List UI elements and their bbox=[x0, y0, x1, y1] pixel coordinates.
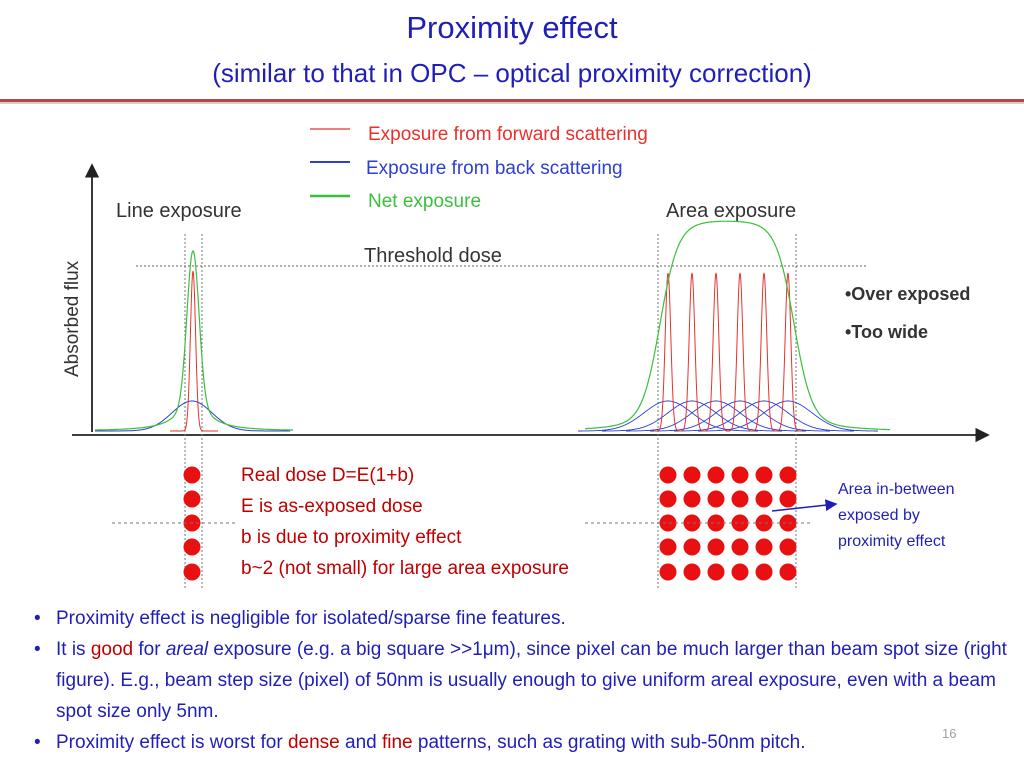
area-exposure-dot bbox=[731, 563, 749, 581]
threshold-label: Threshold dose bbox=[364, 245, 502, 267]
bullet-item: • It is good for areal exposure (e.g. a … bbox=[34, 634, 1009, 727]
area-exposure-dot bbox=[659, 466, 677, 484]
over-exposed-label: •Over exposed bbox=[845, 284, 970, 304]
area-back-scatter-curve bbox=[698, 400, 878, 432]
dose-note-line-1: Real dose D=E(1+b) bbox=[241, 465, 415, 486]
area-exposure-dot bbox=[707, 563, 725, 581]
area-exposure-dot bbox=[755, 514, 773, 532]
area-exposure-label: Area exposure bbox=[666, 200, 796, 222]
area-exposure-dot bbox=[731, 538, 749, 556]
slide-subtitle: (similar to that in OPC – optical proxim… bbox=[212, 58, 812, 88]
bullet-3-dense: dense bbox=[287, 732, 340, 753]
bullet-marker: • bbox=[34, 608, 41, 629]
area-exposure-dot bbox=[683, 466, 701, 484]
line-exposure-dot bbox=[183, 563, 201, 581]
legend-back-label: Exposure from back scattering bbox=[366, 158, 623, 179]
area-back-scatter-curve bbox=[674, 400, 854, 432]
exposure-curves bbox=[95, 220, 891, 432]
callout-line-2: exposed by bbox=[838, 507, 920, 524]
area-exposure-dot bbox=[659, 538, 677, 556]
area-forward-scatter-curve bbox=[678, 272, 706, 432]
area-exposure-dot bbox=[755, 538, 773, 556]
title-divider-shadow bbox=[0, 102, 1024, 104]
line-back-scatter-curve bbox=[95, 400, 290, 432]
area-exposure-dot bbox=[683, 538, 701, 556]
area-forward-scatter-curve bbox=[654, 272, 682, 432]
area-exposure-dot bbox=[683, 563, 701, 581]
area-exposure-dot bbox=[779, 490, 797, 508]
dose-note-line-2: E is as-exposed dose bbox=[241, 496, 423, 517]
area-callout: Area in-between exposed by proximity eff… bbox=[838, 477, 955, 555]
bullet-2-rest: exposure (e.g. a big square >>1μm), sinc… bbox=[56, 639, 1007, 722]
area-exposure-dot bbox=[755, 490, 773, 508]
area-exposure-dot bbox=[683, 490, 701, 508]
area-back-scatter-curve bbox=[626, 400, 806, 432]
area-exposure-dot bbox=[707, 466, 725, 484]
callout-line-1: Area in-between bbox=[838, 481, 955, 498]
title-divider bbox=[0, 99, 1024, 102]
bullet-text-1: Proximity effect is negligible for isola… bbox=[56, 608, 566, 629]
area-exposure-dot bbox=[659, 563, 677, 581]
bullet-marker: • bbox=[34, 639, 41, 660]
area-forward-scatter-curve bbox=[702, 272, 730, 432]
bullet-2-areal: areal bbox=[165, 639, 209, 660]
line-exposure-label: Line exposure bbox=[116, 200, 242, 222]
area-forward-scatter-curve bbox=[726, 272, 754, 432]
area-exposure-dot bbox=[659, 490, 677, 508]
bullet-3-fine: fine bbox=[381, 732, 413, 753]
area-exposure-dot bbox=[731, 466, 749, 484]
slide-title: Proximity effect bbox=[406, 10, 618, 45]
area-back-scatter-curve bbox=[650, 400, 830, 432]
area-exposure-dot bbox=[779, 538, 797, 556]
bullet-item: • Proximity effect is negligible for iso… bbox=[34, 603, 1009, 634]
legend-net-label: Net exposure bbox=[368, 191, 481, 212]
area-exposure-dot bbox=[707, 538, 725, 556]
callout-arrow bbox=[771, 499, 838, 512]
exposure-dot-patterns bbox=[183, 466, 797, 581]
too-wide-label: •Too wide bbox=[845, 322, 928, 342]
dose-note: Real dose D=E(1+b) E is as-exposed dose … bbox=[241, 460, 569, 584]
line-exposure-dot bbox=[183, 538, 201, 556]
bullet-2-pre: It is bbox=[56, 639, 91, 660]
area-exposure-dot bbox=[755, 563, 773, 581]
area-exposure-dot bbox=[779, 466, 797, 484]
dose-note-line-3: b is due to proximity effect bbox=[241, 527, 462, 548]
callout-line-3: proximity effect bbox=[838, 533, 946, 550]
area-exposure-dot bbox=[683, 514, 701, 532]
line-forward-scatter-curve bbox=[170, 270, 218, 432]
area-exposure-dot bbox=[707, 514, 725, 532]
dose-note-line-4: b~2 (not small) for large area exposure bbox=[241, 558, 569, 579]
bullet-3-pre: Proximity effect is worst for bbox=[56, 732, 288, 753]
area-exposure-dot bbox=[755, 466, 773, 484]
bullet-item: • Proximity effect is worst for dense an… bbox=[34, 727, 1009, 758]
bullet-marker: • bbox=[34, 732, 41, 753]
area-forward-scatter-curve bbox=[774, 272, 802, 432]
line-net-exposure-curve bbox=[95, 250, 294, 431]
area-exposure-dot bbox=[731, 514, 749, 532]
page-number: 16 bbox=[942, 726, 957, 741]
bullet-3-and: and bbox=[339, 732, 382, 753]
area-exposure-dot bbox=[659, 514, 677, 532]
area-forward-scatter-curve bbox=[750, 272, 778, 432]
legend-forward-label: Exposure from forward scattering bbox=[368, 124, 648, 145]
line-exposure-dot bbox=[183, 466, 201, 484]
line-exposure-dot bbox=[183, 490, 201, 508]
area-exposure-dot bbox=[731, 490, 749, 508]
bullet-2-for: for bbox=[133, 639, 166, 660]
bullet-3-rest: patterns, such as grating with sub-50nm … bbox=[412, 732, 806, 753]
area-back-scatter-curve bbox=[602, 400, 782, 432]
area-exposure-dot bbox=[707, 490, 725, 508]
bullet-2-good: good bbox=[90, 639, 134, 660]
area-exposure-dot bbox=[779, 514, 797, 532]
area-exposure-dot bbox=[779, 563, 797, 581]
y-axis-label: Absorbed flux bbox=[62, 260, 83, 377]
area-net-exposure-curve bbox=[585, 220, 891, 431]
bullet-list: • Proximity effect is negligible for iso… bbox=[34, 603, 1009, 758]
